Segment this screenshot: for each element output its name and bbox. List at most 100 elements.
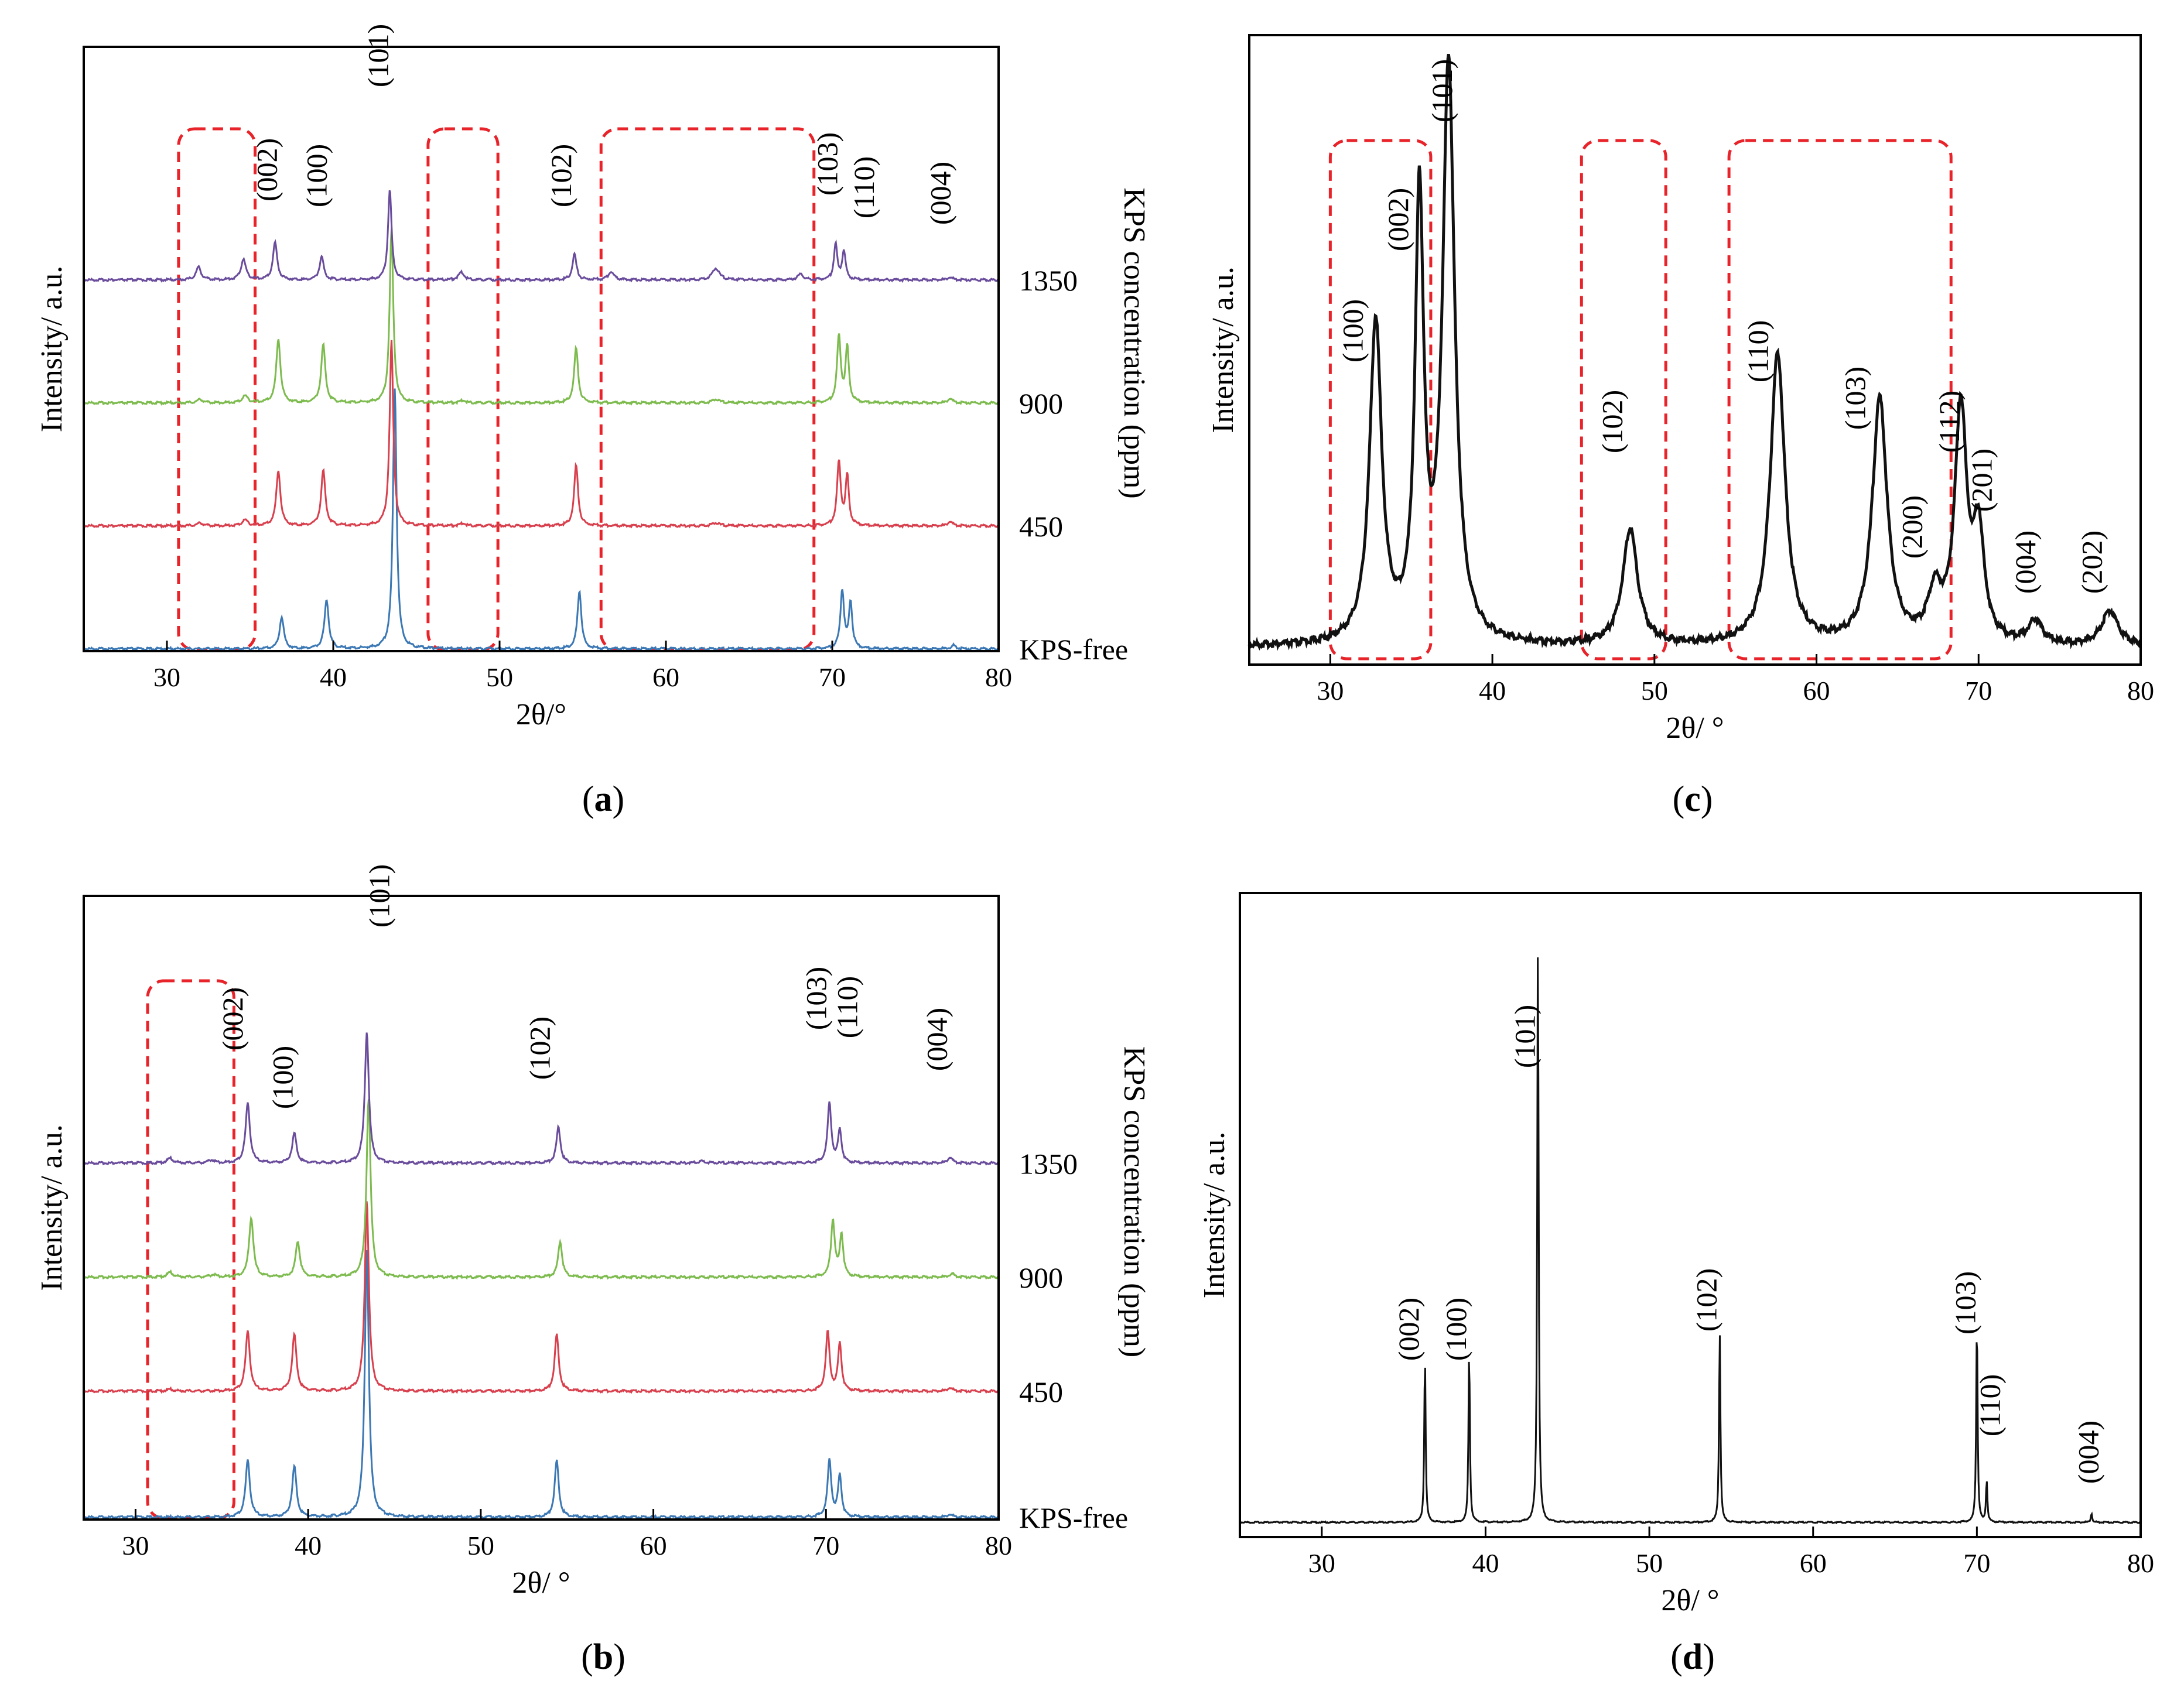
x-tick-label: 40: [1472, 1548, 1499, 1578]
y-axis-label: Intensity/ a.u.: [1207, 266, 1240, 433]
x-tick-label: 40: [1479, 676, 1506, 706]
x-tick-label: 50: [467, 1531, 494, 1560]
x-tick-label: 80: [2127, 1548, 2154, 1578]
series-line-900: [83, 1099, 999, 1281]
peak-label: (103): [1839, 367, 1872, 430]
series-line-kps-free: [83, 1250, 999, 1521]
peak-label: (101): [363, 864, 396, 928]
peak-label: (103): [811, 132, 844, 196]
panel-label: (d): [1670, 1637, 1715, 1677]
peak-label: (201): [1965, 449, 1998, 512]
panel-b: 30 40 50 60 70 80 2θ/ ° Intensity/ a.u. 1350 900 4…: [35, 864, 1151, 1677]
peak-label: (002): [1392, 1298, 1425, 1361]
peak-label: (110): [1742, 320, 1775, 382]
y-axis-label: Intensity/ a.u.: [35, 266, 69, 433]
highlight-box: [177, 127, 257, 652]
x-axis-label: 2θ/ °: [512, 1566, 570, 1600]
x-tick-label: 80: [985, 662, 1012, 692]
x-tick-label: 40: [295, 1531, 322, 1560]
series-label: 1350: [1019, 1147, 1078, 1180]
x-tick-label: 60: [652, 662, 679, 692]
x-axis-label: 2θ/ °: [1661, 1584, 1719, 1617]
x-tick-label: 30: [122, 1531, 149, 1560]
highlight-box: [146, 979, 235, 1520]
y-axis-label: Intensity/ a.u.: [1198, 1132, 1231, 1299]
x-tick-label: 70: [812, 1531, 839, 1560]
x-tick-label: 30: [153, 662, 180, 692]
axes-frame: [1239, 892, 2142, 1538]
x-tick-label: 60: [1800, 1548, 1827, 1578]
x-tick-label: 50: [1636, 1548, 1663, 1578]
peak-label: (110): [847, 156, 880, 218]
x-tick-label: 70: [819, 662, 846, 692]
series-line-1350: [83, 1032, 999, 1166]
peak-label: (002): [216, 987, 249, 1050]
series-line-zn: [1239, 957, 2141, 1525]
series-label: 1350: [1019, 264, 1078, 297]
peak-label: (004): [924, 162, 957, 225]
highlight-box: [1727, 139, 1953, 661]
panel-label: (b): [581, 1637, 626, 1677]
peak-label: (002): [250, 138, 283, 201]
x-tick-label: 80: [2127, 676, 2154, 706]
x-tick-label: 30: [1308, 1548, 1335, 1578]
x-tick-label: 50: [1641, 676, 1668, 706]
panel-d: 30 40 50 60 70 80 2θ/ ° Intensity/ a.u. (002) (10…: [1198, 892, 2154, 1677]
series-label: 450: [1019, 510, 1063, 543]
x-axis-label: 2θ/°: [516, 698, 566, 731]
right-axis-label: KPS concentration (ppm): [1117, 1046, 1151, 1357]
peak-label: (101): [362, 24, 395, 87]
series-label: KPS-free: [1019, 633, 1128, 666]
peak-label: (102): [1690, 1268, 1723, 1332]
x-tick-label: 50: [486, 662, 513, 692]
panel-label: (a): [582, 779, 624, 819]
peak-label: (101): [1426, 59, 1458, 122]
peak-label: (103): [799, 967, 832, 1030]
x-axis-label: 2θ/ °: [1666, 711, 1724, 745]
peak-label: (100): [300, 144, 333, 207]
peak-label: (112): [1933, 391, 1966, 453]
series-line-1350: [83, 190, 999, 283]
panel-label: (c): [1673, 779, 1713, 819]
series-line-450: [83, 340, 999, 529]
peak-label: (202): [2076, 531, 2108, 594]
peak-label: (004): [2009, 531, 2042, 594]
panel-a: 30 40 50 60 70 80 2θ/° Intensity/ a.u. 1350 900 45…: [35, 24, 1151, 819]
axes-frame: [1248, 34, 2142, 666]
series-label: 450: [1019, 1375, 1063, 1408]
series-line-kps-free: [83, 388, 999, 652]
peak-label: (110): [1974, 1374, 2007, 1436]
series-label: 900: [1019, 1261, 1063, 1294]
peak-label: (100): [266, 1046, 299, 1109]
peak-label: (200): [1895, 495, 1928, 559]
series-line-900: [83, 228, 999, 406]
peak-label: (002): [1382, 188, 1414, 251]
peak-label: (102): [524, 1017, 556, 1080]
panel-c: 30 40 50 60 70 80 2θ/ ° Intensity/ a.u. (100) (00…: [1207, 34, 2154, 819]
peak-label: (101): [1508, 1005, 1541, 1068]
x-tick-label: 70: [1965, 676, 1992, 706]
x-tick-label: 40: [320, 662, 347, 692]
peak-label: (110): [830, 976, 863, 1038]
peak-label: (102): [545, 144, 577, 207]
peak-label: (004): [2072, 1421, 2104, 1484]
highlight-box: [1580, 139, 1667, 661]
y-axis-label: Intensity/ a.u.: [35, 1124, 69, 1291]
peak-label: (103): [1949, 1271, 1982, 1334]
series-label: KPS-free: [1019, 1501, 1128, 1534]
peak-label: (102): [1595, 390, 1628, 453]
highlight-box: [426, 127, 500, 652]
peak-label: (004): [921, 1008, 953, 1071]
x-tick-label: 70: [1963, 1548, 1990, 1578]
x-tick-label: 80: [985, 1531, 1012, 1560]
axes-frame: [83, 895, 1000, 1521]
peak-label: (100): [1440, 1298, 1472, 1361]
peak-label: (100): [1337, 299, 1369, 362]
series-line-450: [83, 1201, 999, 1394]
highlight-box: [599, 127, 816, 652]
x-tick-label: 60: [640, 1531, 667, 1560]
series-line-zno: [1247, 54, 2142, 651]
axes-frame: [83, 46, 1000, 652]
right-axis-label: KPS concentration (ppm): [1117, 187, 1151, 498]
